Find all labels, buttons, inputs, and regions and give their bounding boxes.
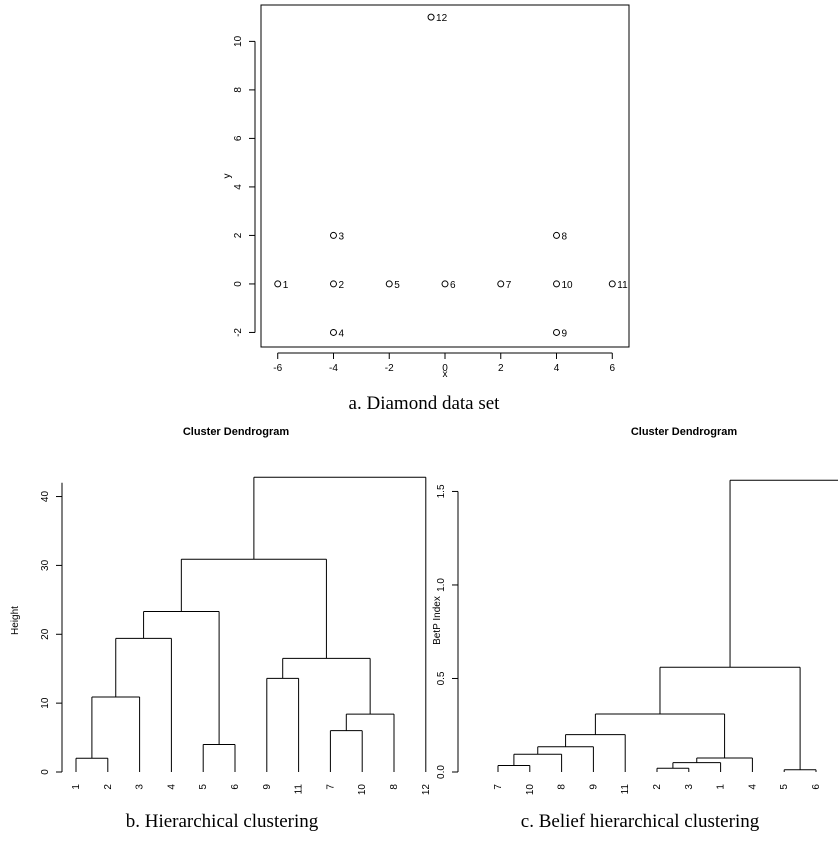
x-axis-title: x	[443, 369, 448, 380]
point-label: 7	[506, 280, 512, 291]
data-point	[497, 280, 505, 288]
leaf-label: 11	[620, 784, 631, 795]
leaf-label: 3	[135, 784, 146, 790]
data-point	[274, 280, 282, 288]
y-tick-label: 0.5	[436, 671, 447, 685]
point-label: 5	[394, 280, 400, 291]
leaf-label: 3	[684, 784, 695, 790]
y-tick-label: 0	[40, 769, 51, 775]
y-tick-label: 6	[233, 135, 244, 141]
data-point	[427, 13, 435, 21]
x-tick-label: 0	[442, 363, 448, 374]
y-tick-label: 1.0	[436, 578, 447, 592]
leaf-label: 7	[493, 784, 504, 790]
data-point	[385, 280, 393, 288]
y-tick-label: 0.0	[436, 765, 447, 779]
plot-frame	[260, 4, 630, 348]
leaf-label: 6	[811, 784, 822, 790]
leaf-label: 6	[230, 784, 241, 790]
y-axis-title: Height	[10, 606, 21, 635]
leaf-label: 1	[71, 784, 82, 790]
point-label: 6	[450, 280, 456, 291]
y-axis-title: BetP Index	[432, 596, 443, 645]
caption-b: b. Hierarchical clustering	[126, 811, 319, 832]
leaf-label: 5	[779, 784, 790, 790]
point-label: 12	[436, 13, 448, 24]
data-point	[329, 280, 337, 288]
leaf-label: 5	[198, 784, 209, 790]
y-tick-label: 30	[40, 559, 51, 571]
y-tick-label: 8	[233, 87, 244, 93]
leaf-label: 8	[557, 784, 568, 790]
x-tick-label: -6	[273, 363, 282, 374]
leaf-label: 8	[389, 784, 400, 790]
leaf-label: 10	[525, 784, 536, 796]
y-tick-label: 2	[233, 232, 244, 238]
data-point	[329, 231, 337, 239]
leaf-label: 2	[103, 784, 114, 790]
point-label: 1	[283, 280, 289, 291]
point-label: 10	[562, 280, 574, 291]
data-point	[553, 231, 561, 239]
y-tick-label: 10	[233, 35, 244, 47]
leaf-label: 11	[294, 784, 305, 795]
leaf-label: 4	[166, 784, 177, 790]
leaf-label: 10	[357, 784, 368, 796]
point-label: 2	[338, 280, 344, 291]
dendrogram-b-title: Cluster Dendrogram	[183, 426, 290, 438]
caption-c: c. Belief hierarchical clustering	[521, 811, 760, 832]
data-point	[441, 280, 449, 288]
y-tick-label: 40	[40, 491, 51, 503]
caption-a: a. Diamond data set	[349, 393, 501, 414]
x-tick-label: 4	[554, 363, 560, 374]
y-tick-label: 20	[40, 628, 51, 640]
point-label: 8	[562, 231, 568, 242]
y-tick-label: -2	[233, 328, 244, 337]
data-point	[553, 328, 561, 336]
x-tick-label: 2	[498, 363, 504, 374]
y-tick-label: 4	[233, 184, 244, 190]
y-tick-label: 1.5	[436, 484, 447, 498]
x-tick-label: -4	[329, 363, 338, 374]
y-tick-label: 0	[233, 281, 244, 287]
leaf-label: 9	[262, 784, 273, 790]
point-label: 9	[562, 328, 568, 339]
data-point	[553, 280, 561, 288]
point-label: 4	[338, 328, 344, 339]
leaf-label: 12	[421, 784, 432, 796]
leaf-label: 7	[325, 784, 336, 790]
point-label: 11	[617, 280, 628, 291]
point-label: 3	[338, 231, 344, 242]
dendrogram-c-title: Cluster Dendrogram	[631, 426, 738, 438]
leaf-label: 9	[588, 784, 599, 790]
leaf-label: 1	[716, 784, 727, 790]
data-point	[329, 328, 337, 336]
leaf-label: 4	[747, 784, 758, 790]
y-tick-label: 10	[40, 697, 51, 709]
y-axis-title: y	[222, 174, 233, 179]
leaf-label: 2	[652, 784, 663, 790]
x-tick-label: 6	[609, 363, 615, 374]
data-point	[608, 280, 616, 288]
x-tick-label: -2	[385, 363, 394, 374]
